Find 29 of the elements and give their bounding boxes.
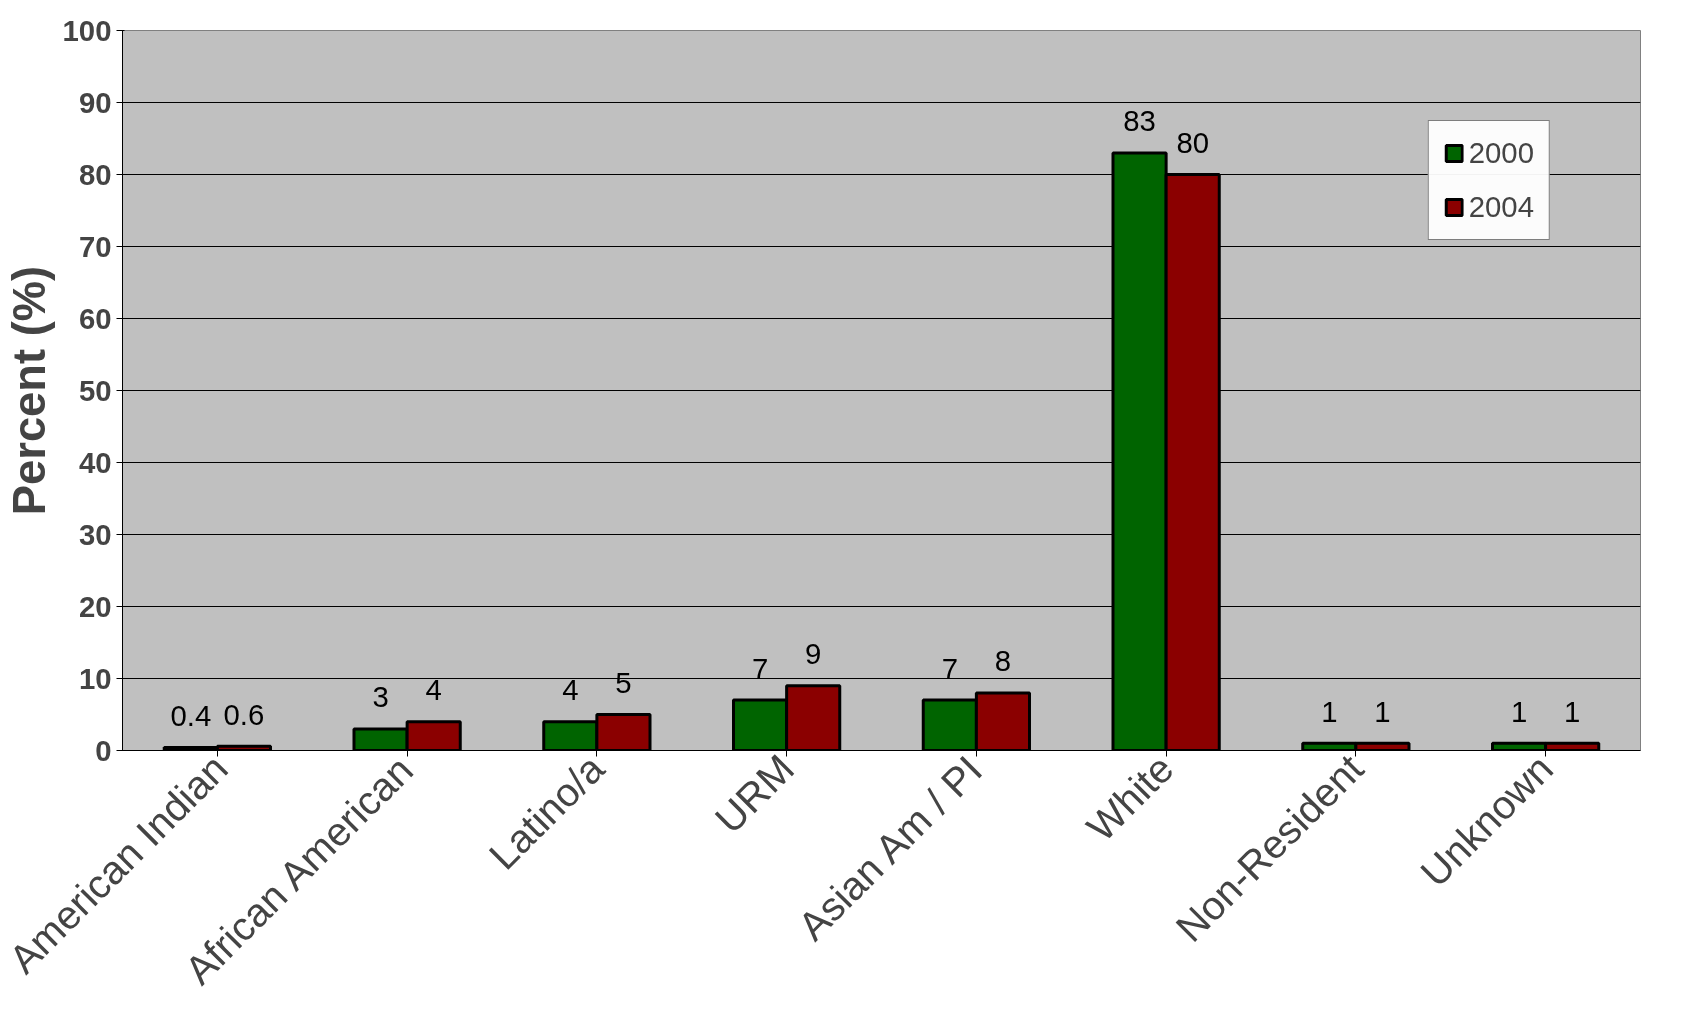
- y-tick-label: 100: [62, 13, 112, 47]
- legend-label: 2000: [1468, 136, 1534, 170]
- y-tick-label: 50: [78, 373, 112, 407]
- data-label: 0.6: [223, 697, 265, 731]
- y-tick-label: 0: [95, 733, 112, 767]
- y-tick-label: 20: [78, 589, 112, 623]
- data-label: 4: [562, 673, 579, 707]
- y-tick-label: 80: [78, 157, 112, 191]
- data-label: 83: [1123, 104, 1156, 138]
- y-tick-label: 90: [78, 85, 112, 119]
- data-label: 4: [425, 673, 442, 707]
- y-axis-title: Percent (%): [3, 265, 55, 516]
- data-label: 7: [751, 651, 769, 685]
- y-tick-label: 40: [78, 445, 112, 479]
- y-tick-label: 60: [78, 301, 112, 335]
- legend-label: 2004: [1468, 190, 1534, 224]
- data-label: 1: [1321, 694, 1338, 728]
- data-label: 80: [1176, 125, 1209, 159]
- data-label: 7: [941, 651, 958, 685]
- y-tick-label: 30: [78, 517, 112, 551]
- y-tick-label: 10: [78, 661, 112, 695]
- data-label: 1: [1564, 694, 1581, 728]
- data-label: 1: [1510, 694, 1528, 728]
- data-label: 3: [372, 680, 389, 714]
- data-label: 0.4: [170, 699, 212, 733]
- data-label: 1: [1374, 694, 1391, 728]
- y-tick-label: 70: [78, 229, 112, 263]
- data-label: 8: [994, 644, 1012, 678]
- data-label: 9: [805, 637, 822, 671]
